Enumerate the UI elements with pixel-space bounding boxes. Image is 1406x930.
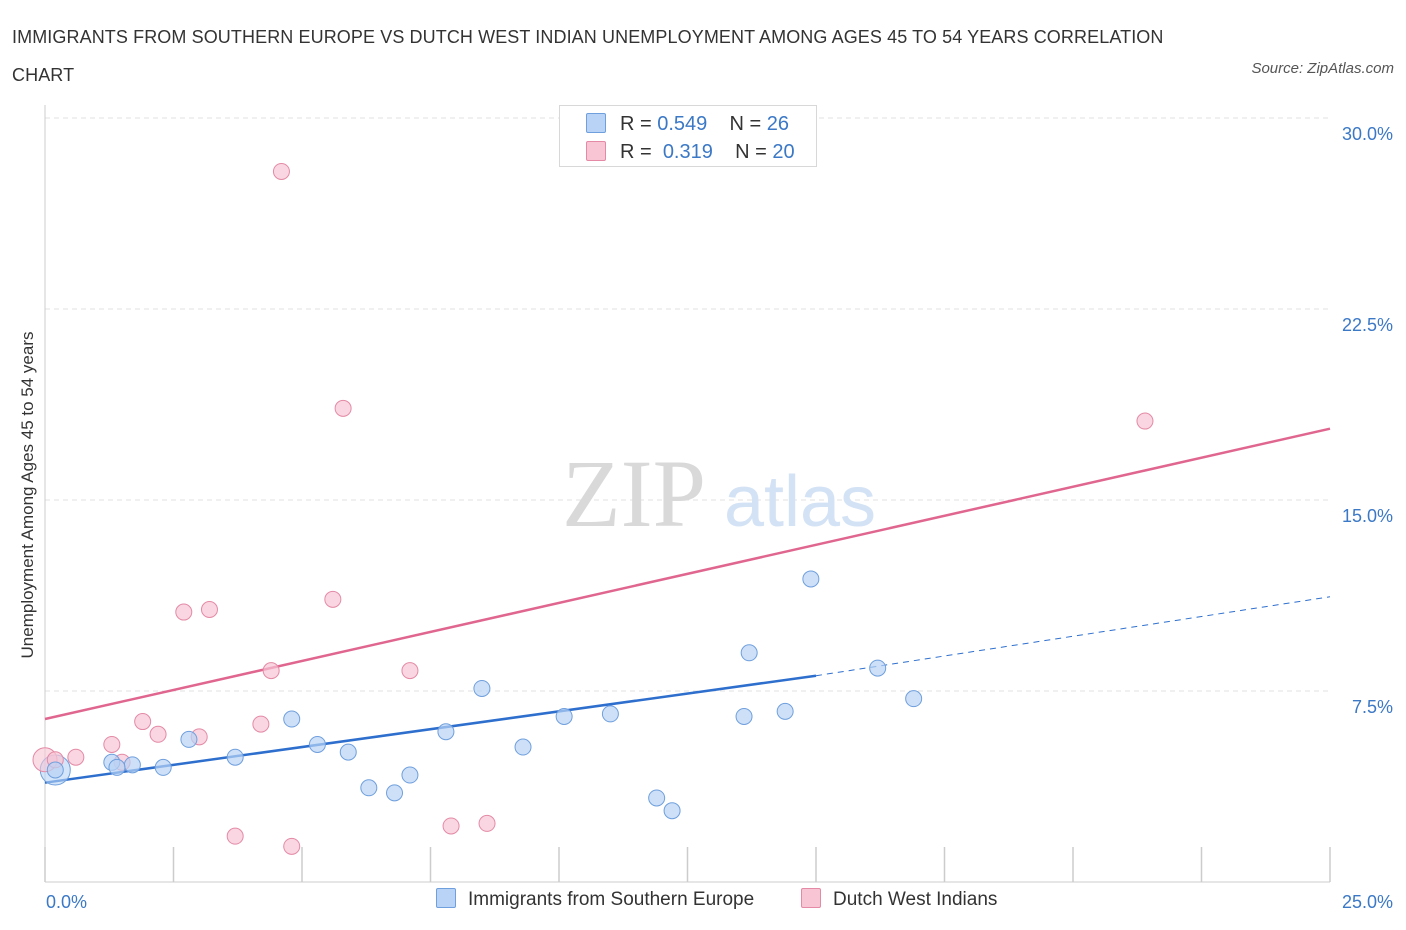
watermark-zip: ZIP: [562, 440, 706, 547]
trend-line-southern-europe-extension: [815, 596, 1331, 677]
stats-row-pink: R = 0.319 N = 20: [586, 141, 795, 165]
data-point-dutch-west-indians: [200, 601, 218, 619]
data-point-southern-europe: [473, 679, 491, 697]
n-value: 20: [772, 141, 795, 163]
data-point-southern-europe: [514, 738, 532, 756]
data-point-dutch-west-indians: [175, 603, 193, 621]
r-value: 0.549: [657, 113, 708, 135]
data-point-dutch-west-indians: [252, 715, 270, 733]
data-point-southern-europe: [108, 758, 126, 776]
data-point-dutch-west-indians: [103, 735, 121, 753]
data-point-southern-europe: [601, 705, 619, 723]
data-point-southern-europe: [360, 779, 378, 797]
data-point-dutch-west-indians: [226, 827, 244, 845]
data-points: [32, 162, 1154, 855]
data-point-dutch-west-indians: [272, 162, 290, 180]
data-point-southern-europe: [46, 761, 64, 779]
data-point-southern-europe: [776, 702, 794, 720]
data-point-southern-europe: [180, 730, 198, 748]
source-label: Source: ZipAtlas.com: [1251, 60, 1394, 77]
data-point-dutch-west-indians: [134, 713, 152, 731]
tick-labels: 7.5% 15.0% 22.5% 30.0% 0.0% 25.0%: [46, 124, 1393, 912]
legend-item-dutch-west-indians[interactable]: Dutch West Indians: [801, 888, 997, 911]
stats-row-blue: R = 0.549 N = 26: [586, 113, 789, 137]
r-label: R =: [620, 113, 652, 135]
data-point-southern-europe: [339, 743, 357, 761]
n-label: N =: [735, 141, 767, 163]
data-point-southern-europe: [663, 802, 681, 820]
data-point-dutch-west-indians: [478, 814, 496, 832]
data-point-southern-europe: [735, 707, 753, 725]
data-point-dutch-west-indians: [334, 399, 352, 417]
blue-swatch: [586, 113, 606, 133]
y-tick-label: 7.5%: [1352, 697, 1393, 717]
data-point-southern-europe: [869, 659, 887, 677]
r-value: 0.319: [662, 141, 713, 163]
trend-line-dutch-west-indians: [44, 427, 1331, 721]
data-point-southern-europe: [802, 570, 820, 588]
pink-swatch: [586, 141, 606, 161]
blue-swatch: [436, 888, 456, 908]
data-point-southern-europe: [154, 758, 172, 776]
data-point-dutch-west-indians: [1136, 412, 1154, 430]
legend-label: Dutch West Indians: [833, 889, 998, 910]
data-point-dutch-west-indians: [442, 817, 460, 835]
data-point-dutch-west-indians: [401, 662, 419, 680]
trend-lines: [44, 427, 1331, 784]
data-point-southern-europe: [905, 690, 923, 708]
y-tick-label: 22.5%: [1342, 315, 1393, 335]
data-point-southern-europe: [555, 707, 573, 725]
data-point-southern-europe: [648, 789, 666, 807]
x-tick-label: 0.0%: [46, 892, 87, 912]
series-legend: Immigrants from Southern Europe Dutch We…: [0, 888, 1406, 918]
y-tick-label: 30.0%: [1342, 124, 1393, 144]
data-point-southern-europe: [123, 756, 141, 774]
r-label: R =: [620, 141, 652, 163]
data-point-dutch-west-indians: [283, 837, 301, 855]
x-tick-label: 25.0%: [1342, 892, 1393, 912]
watermark: ZIP atlas: [562, 440, 876, 547]
data-point-dutch-west-indians: [324, 590, 342, 608]
pink-swatch: [801, 888, 821, 908]
trend-line-southern-europe: [44, 674, 817, 784]
data-point-dutch-west-indians: [149, 725, 167, 743]
n-value: 26: [766, 113, 790, 135]
data-point-southern-europe: [283, 710, 301, 728]
data-point-southern-europe: [386, 784, 404, 802]
data-point-southern-europe: [308, 735, 326, 753]
watermark-atlas: atlas: [724, 462, 876, 542]
data-point-southern-europe: [401, 766, 419, 784]
stats-legend: R = 0.549 N = 26 R = 0.319 N = 20: [559, 105, 817, 167]
chart-title: IMMIGRANTS FROM SOUTHERN EUROPE VS DUTCH…: [12, 27, 1164, 85]
y-tick-label: 15.0%: [1342, 506, 1393, 526]
data-point-southern-europe: [226, 748, 244, 766]
data-point-dutch-west-indians: [262, 662, 280, 680]
data-point-southern-europe: [437, 723, 455, 741]
legend-label: Immigrants from Southern Europe: [468, 889, 755, 910]
data-point-dutch-west-indians: [67, 748, 85, 766]
grid-lines: [45, 117, 1330, 692]
n-label: N =: [729, 113, 762, 135]
legend-item-southern-europe[interactable]: Immigrants from Southern Europe: [436, 888, 754, 911]
data-point-southern-europe: [740, 644, 758, 662]
